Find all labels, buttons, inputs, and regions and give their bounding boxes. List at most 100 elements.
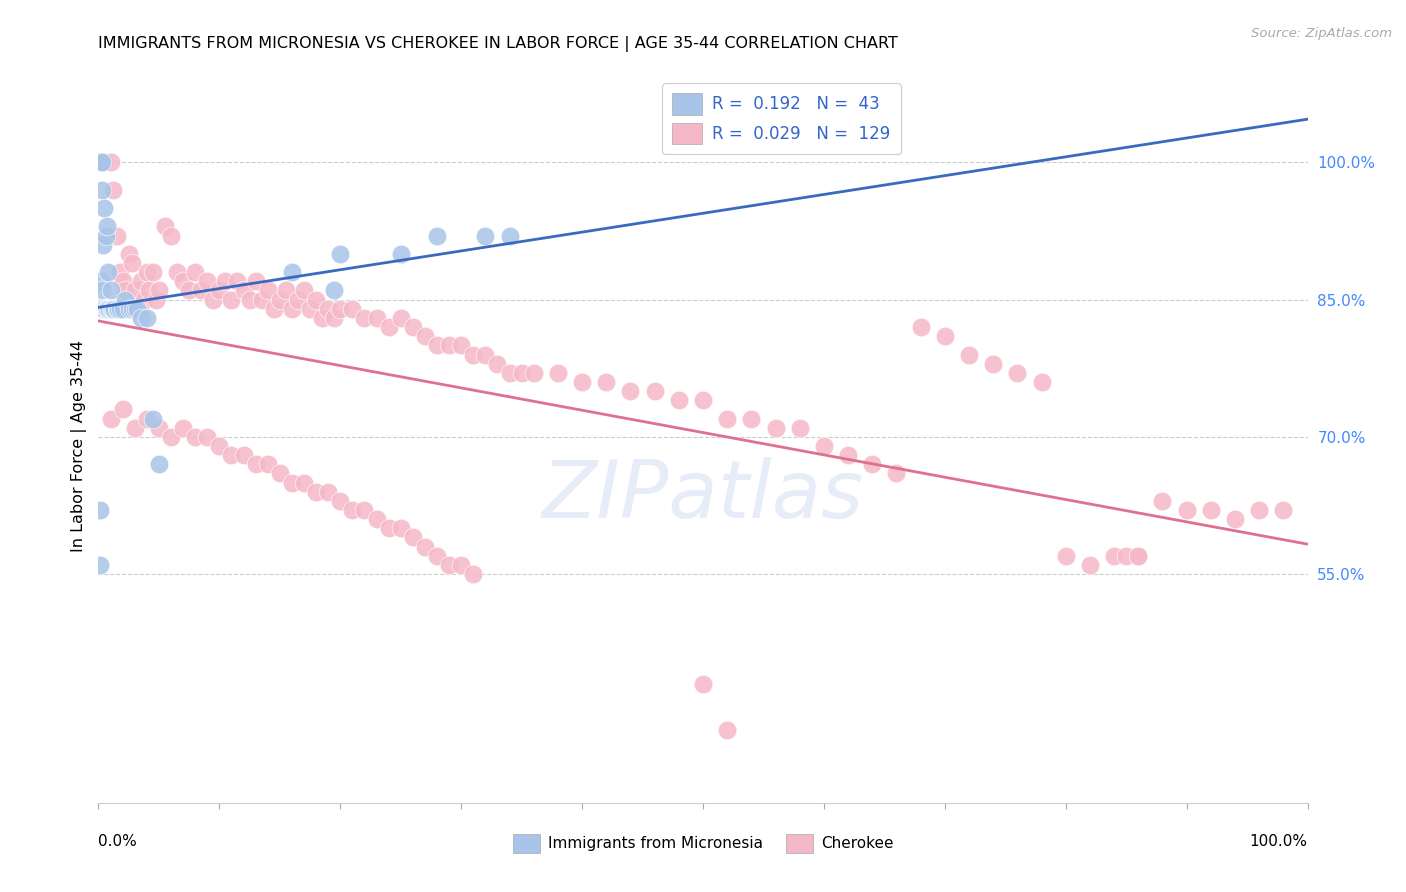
Text: 0.0%: 0.0% bbox=[98, 834, 138, 848]
Point bbox=[366, 512, 388, 526]
Text: ZIPatlas: ZIPatlas bbox=[541, 457, 865, 535]
Point bbox=[353, 503, 375, 517]
Point bbox=[93, 155, 115, 169]
Point bbox=[172, 420, 194, 434]
Point bbox=[202, 293, 225, 307]
Point bbox=[97, 301, 120, 316]
Point bbox=[114, 293, 136, 307]
Point bbox=[97, 265, 120, 279]
Point bbox=[402, 531, 425, 545]
Point bbox=[1223, 512, 1246, 526]
Point bbox=[692, 393, 714, 408]
Point bbox=[1031, 375, 1053, 389]
Point bbox=[142, 411, 165, 425]
Point bbox=[274, 284, 297, 298]
Point bbox=[121, 256, 143, 270]
Point bbox=[377, 521, 399, 535]
Point bbox=[214, 274, 236, 288]
Point bbox=[256, 458, 278, 472]
Point bbox=[105, 228, 128, 243]
Point bbox=[389, 247, 412, 261]
Point bbox=[934, 329, 956, 343]
Point bbox=[90, 155, 112, 169]
Point bbox=[245, 274, 267, 288]
Point bbox=[111, 274, 134, 288]
Point bbox=[474, 228, 496, 243]
Point bbox=[111, 402, 134, 417]
Point bbox=[96, 301, 118, 316]
Point bbox=[316, 301, 339, 316]
Point bbox=[474, 347, 496, 361]
Point bbox=[208, 439, 231, 453]
Point bbox=[450, 558, 472, 572]
Text: Source: ZipAtlas.com: Source: ZipAtlas.com bbox=[1251, 27, 1392, 40]
Point bbox=[486, 357, 509, 371]
Point bbox=[89, 503, 111, 517]
Point bbox=[1199, 503, 1222, 517]
Point bbox=[93, 301, 115, 316]
Point bbox=[160, 430, 183, 444]
Point bbox=[353, 310, 375, 325]
Point bbox=[142, 265, 165, 279]
Point bbox=[765, 420, 787, 434]
Legend: Immigrants from Micronesia, Cherokee: Immigrants from Micronesia, Cherokee bbox=[506, 828, 900, 859]
Point bbox=[100, 301, 122, 316]
Point bbox=[135, 411, 157, 425]
Point bbox=[342, 301, 364, 316]
Point bbox=[127, 301, 149, 316]
Point bbox=[138, 284, 160, 298]
Point bbox=[96, 219, 118, 234]
Point bbox=[813, 439, 835, 453]
Point bbox=[413, 329, 436, 343]
Point bbox=[1102, 549, 1125, 563]
Point bbox=[250, 293, 273, 307]
Point bbox=[437, 558, 460, 572]
Point bbox=[134, 293, 156, 307]
Point bbox=[910, 320, 932, 334]
Point bbox=[1115, 549, 1137, 563]
Point bbox=[292, 475, 315, 490]
Point bbox=[195, 430, 218, 444]
Point bbox=[1272, 503, 1295, 517]
Point bbox=[366, 310, 388, 325]
Point bbox=[91, 301, 114, 316]
Point bbox=[101, 301, 124, 316]
Point bbox=[860, 458, 883, 472]
Point bbox=[118, 247, 141, 261]
Point bbox=[323, 284, 346, 298]
Point bbox=[329, 494, 352, 508]
Point bbox=[135, 310, 157, 325]
Point bbox=[377, 320, 399, 334]
Point bbox=[91, 284, 114, 298]
Point bbox=[498, 366, 520, 380]
Point bbox=[299, 301, 322, 316]
Point bbox=[281, 265, 304, 279]
Point bbox=[108, 265, 131, 279]
Point bbox=[184, 430, 207, 444]
Point bbox=[716, 723, 738, 737]
Point bbox=[221, 293, 243, 307]
Point bbox=[103, 301, 125, 316]
Point bbox=[426, 228, 449, 243]
Point bbox=[311, 310, 333, 325]
Point bbox=[329, 247, 352, 261]
Point bbox=[402, 320, 425, 334]
Point bbox=[1078, 558, 1101, 572]
Point bbox=[269, 293, 291, 307]
Point bbox=[101, 183, 124, 197]
Point bbox=[389, 521, 412, 535]
Point bbox=[437, 338, 460, 352]
Point bbox=[124, 420, 146, 434]
Point bbox=[148, 420, 170, 434]
Point bbox=[595, 375, 617, 389]
Point bbox=[160, 228, 183, 243]
Text: 100.0%: 100.0% bbox=[1250, 834, 1308, 848]
Point bbox=[245, 458, 267, 472]
Point bbox=[94, 301, 117, 316]
Point bbox=[124, 284, 146, 298]
Point bbox=[91, 155, 114, 169]
Point bbox=[148, 458, 170, 472]
Point bbox=[100, 155, 122, 169]
Point bbox=[668, 393, 690, 408]
Point bbox=[172, 274, 194, 288]
